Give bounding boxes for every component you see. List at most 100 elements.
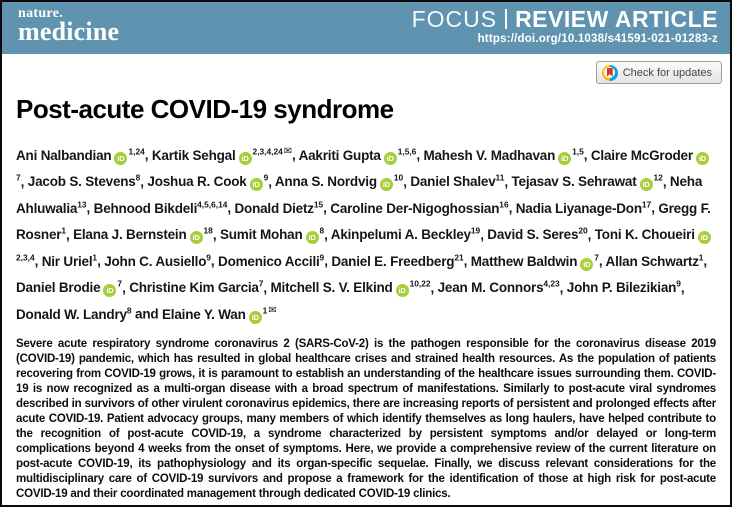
author: Daniel Brodie iD7 [16, 278, 123, 297]
author: Toni K. Choueiri iD2,3,4 [16, 227, 712, 269]
affiliation-superscript: 7 [117, 278, 123, 289]
affiliation-superscript: 7 [258, 278, 264, 289]
orcid-icon[interactable]: iD [379, 178, 393, 191]
affiliation-superscript: 10,22 [409, 278, 431, 289]
author: Nadia Liyanage-Don17 [516, 199, 652, 216]
orcid-icon[interactable]: iD [103, 284, 117, 297]
author-name: Claire McGroder [590, 147, 693, 163]
author: Donald Dietz15 [234, 199, 323, 216]
page-title: Post-acute COVID-19 syndrome [16, 94, 394, 124]
author: Daniel Shalev11 [410, 172, 505, 190]
orcid-icon[interactable]: iD [383, 151, 397, 165]
author: Caroline Der-Nigoghossian16 [330, 199, 509, 216]
author: Jean M. Connors4,23 [437, 279, 560, 296]
envelope-icon[interactable]: ✉ [268, 305, 277, 316]
orcid-icon[interactable]: iD [238, 151, 252, 165]
affiliation-superscript: 18 [203, 225, 213, 236]
author-name: John P. Bilezikian [566, 280, 677, 295]
author: Tejasav S. Sehrawat iD12 [511, 172, 663, 191]
author-name: Akinpelumi A. Beckley [330, 227, 471, 242]
orcid-icon[interactable]: iD [249, 178, 263, 191]
orcid-icon[interactable]: iD [695, 151, 709, 165]
affiliation-superscript: 1 [698, 252, 704, 262]
author: Joshua R. Cook iD9 [147, 172, 269, 191]
doi-link[interactable]: https://doi.org/10.1038/s41591-021-01283… [477, 33, 718, 45]
author: Mitchell S. V. Elkind iD10,22 [270, 278, 431, 297]
author-name: Daniel Brodie [16, 280, 101, 295]
affiliation-superscript: 9 [263, 172, 269, 183]
author: Neha Ahluwalia13 [16, 174, 702, 216]
author: Gregg F. Rosner1 [16, 201, 711, 243]
button-row: Check for updates [2, 54, 730, 86]
author: Daniel E. Freedberg21 [331, 252, 464, 269]
orcid-icon[interactable]: iD [580, 257, 594, 271]
affiliation-superscript: 1 [92, 252, 98, 262]
journal-header-band: nature. medicine FOCUS REVIEW ARTICLE htt… [2, 2, 730, 54]
author: Nir Uriel1 [41, 252, 98, 269]
author-name: Behnood Bikdeli [93, 200, 198, 216]
affiliation-superscript: 8 [135, 172, 141, 183]
author: Aakriti Gupta iD1,5,6 [298, 146, 416, 165]
author: Matthew Baldwin iD7 [471, 252, 599, 271]
author-name: Donald W. Landry [16, 306, 127, 322]
orcid-icon[interactable]: iD [305, 231, 319, 244]
orcid-icon[interactable]: iD [395, 284, 409, 297]
affiliation-superscript: 21 [454, 252, 464, 262]
orcid-icon[interactable]: iD [639, 178, 653, 191]
affiliation-superscript: 1 [262, 305, 268, 315]
author: Kartik Sehgal iD2,3,4,24✉ [151, 146, 292, 165]
orcid-icon[interactable]: iD [558, 151, 572, 165]
author-name: Elana J. Bernstein [73, 227, 187, 242]
affiliation-superscript: 1 [61, 225, 66, 236]
affiliation-superscript: 4,5,6,14 [197, 199, 228, 209]
divider-bar [505, 9, 508, 29]
author-name: Donald Dietz [234, 200, 314, 216]
affiliation-superscript: 12 [653, 172, 663, 183]
affiliation-superscript: 9 [319, 252, 325, 262]
author: Elaine Y. Wan iD1✉ [161, 305, 277, 324]
orcid-icon[interactable]: iD [248, 310, 262, 324]
author: Behnood Bikdeli4,5,6,14 [93, 199, 228, 216]
logo-line-nature: nature. [18, 6, 64, 21]
author-name: Sumit Mohan [219, 227, 303, 242]
affiliation-superscript: 19 [470, 225, 481, 236]
author: Akinpelumi A. Beckley19 [330, 225, 481, 243]
author-name: Christine Kim Garcia [129, 280, 259, 295]
affiliation-superscript: 17 [641, 199, 652, 209]
affiliation-superscript: 20 [578, 225, 588, 236]
author: Claire McGroder iD7 [16, 148, 710, 190]
orcid-icon[interactable]: iD [114, 151, 128, 165]
envelope-icon[interactable]: ✉ [283, 146, 292, 157]
author-name: Neha Ahluwalia [16, 174, 703, 216]
author-name: Mitchell S. V. Elkind [270, 280, 393, 295]
author-name: Nir Uriel [41, 253, 93, 269]
author-name: David S. Seres [487, 227, 579, 242]
check-for-updates-label: Check for updates [622, 66, 712, 79]
author: Ani Nalbandian iD1,24 [16, 146, 145, 165]
author: Mahesh V. Madhavan iD1,5 [423, 146, 584, 165]
author-name: Kartik Sehgal [151, 147, 236, 163]
author-name: Jean M. Connors [437, 280, 544, 295]
author-name: Tejasav S. Sehrawat [511, 174, 637, 189]
abstract-text: Severe acute respiratory syndrome corona… [16, 337, 716, 500]
orcid-icon[interactable]: iD [697, 231, 711, 244]
author: Domenico Accili9 [218, 252, 325, 269]
author: Christine Kim Garcia7 [129, 278, 264, 296]
affiliation-superscript: 11 [495, 172, 505, 183]
author-name: Jacob S. Stevens [27, 174, 136, 189]
author-name: John C. Ausiello [104, 253, 207, 269]
author: Elana J. Bernstein iD18 [73, 225, 213, 244]
author-name: Daniel E. Freedberg [331, 253, 455, 269]
author-name: Elaine Y. Wan [161, 306, 246, 322]
author-list: Ani Nalbandian iD1,24, Kartik Sehgal iD2,3… [16, 146, 712, 324]
nature-medicine-logo: nature. medicine [18, 7, 119, 45]
orcid-icon[interactable]: iD [189, 231, 203, 244]
author-name: Anna S. Nordvig [274, 174, 377, 189]
affiliation-superscript: 16 [499, 199, 509, 209]
check-for-updates-button[interactable]: Check for updates [595, 61, 722, 84]
affiliation-superscript: 9 [676, 278, 681, 289]
author: Allan Schwartz1 [605, 252, 704, 269]
author-name: Allan Schwartz [605, 253, 699, 269]
author-name: Aakriti Gupta [298, 147, 381, 163]
